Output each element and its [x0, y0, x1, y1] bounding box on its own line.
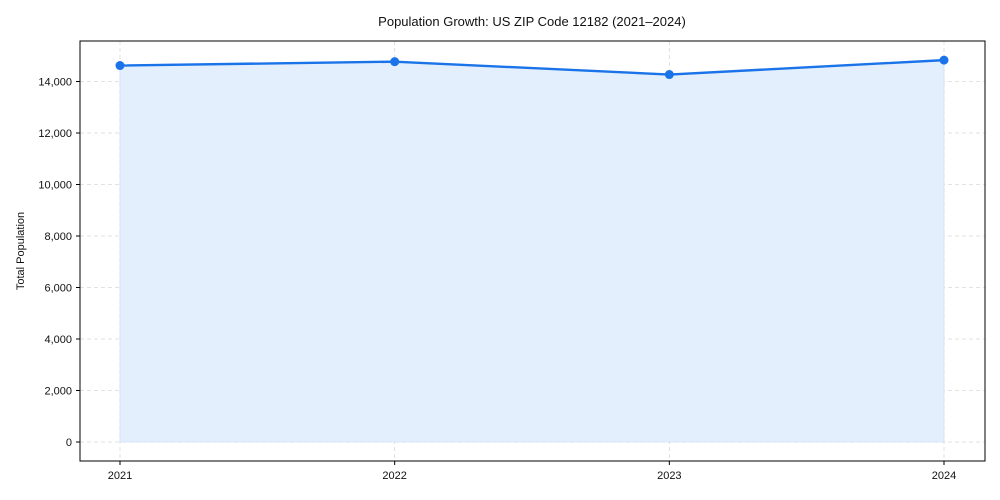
x-tick-label: 2024 — [932, 470, 956, 482]
y-tick-label: 12,000 — [38, 128, 72, 140]
y-axis-label: Total Population — [15, 212, 27, 290]
data-point-2024 — [939, 55, 949, 65]
plot-frame — [79, 40, 986, 462]
y-tick-label: 10,000 — [38, 180, 72, 192]
series-line — [119, 58, 945, 76]
x-axis: 2021 2022 2023 2024 — [108, 461, 956, 482]
y-tick-label: 14,000 — [38, 77, 72, 89]
data-point-2022 — [390, 57, 400, 67]
y-tick-label: 0 — [66, 437, 72, 449]
x-tick-label: 2023 — [657, 470, 681, 482]
x-tick-label: 2021 — [108, 470, 132, 482]
y-axis: 0 2,000 4,000 6,000 8,000 10,000 12,000 14,000 — [38, 77, 80, 449]
data-point-2023 — [664, 70, 674, 80]
data-line — [119, 58, 945, 76]
data-points — [115, 55, 949, 80]
area-fill — [119, 59, 945, 443]
y-tick-label: 4,000 — [44, 334, 72, 346]
data-point-2021 — [115, 61, 125, 71]
chart-title: Population Growth: US ZIP Code 12182 (20… — [378, 14, 686, 29]
y-tick-label: 8,000 — [44, 231, 72, 243]
x-tick-label: 2022 — [382, 470, 406, 482]
area-fill-path — [119, 59, 945, 443]
y-tick-label: 2,000 — [44, 386, 72, 398]
y-tick-label: 6,000 — [44, 283, 72, 295]
